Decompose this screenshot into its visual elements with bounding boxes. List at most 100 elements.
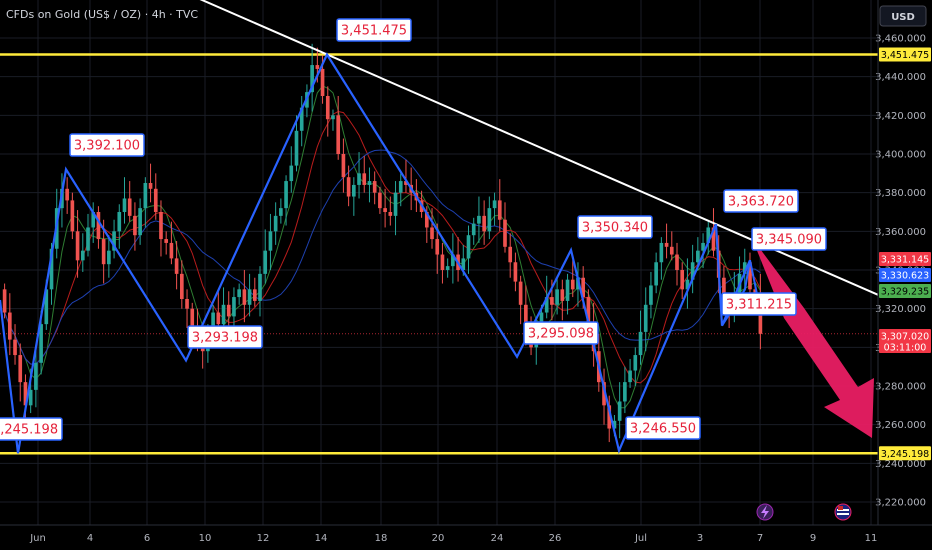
candle-body xyxy=(503,219,507,247)
price-tag-label: 3,451.475 xyxy=(881,50,929,61)
candle-body xyxy=(628,370,632,383)
price-tag-bg xyxy=(879,252,931,266)
candle-body xyxy=(482,215,486,232)
candle-body xyxy=(466,235,471,259)
callout-box xyxy=(187,325,263,349)
moving-average-line xyxy=(4,149,761,365)
candle-body xyxy=(180,273,184,299)
candle-body xyxy=(706,227,711,243)
candle-body xyxy=(294,130,299,166)
candle-body xyxy=(748,262,752,290)
candle-body xyxy=(164,239,169,243)
callout-label: 3,246.550 xyxy=(630,422,696,437)
price-callout: 3,363.720 xyxy=(723,189,799,213)
candle-body xyxy=(675,254,679,270)
zigzag-line[interactable] xyxy=(0,52,752,455)
y-tick-label: 3,440.000 xyxy=(875,72,926,83)
y-tick-label: 3,460.000 xyxy=(875,34,926,45)
time-axis[interactable]: Jun 4 6 10 12 14 18 20 24 26 Jul 3 7 9 11 xyxy=(0,524,932,544)
x-tick-label: 20 xyxy=(432,533,445,544)
candle-body xyxy=(471,223,476,236)
candle-body xyxy=(477,215,481,224)
candle-body xyxy=(524,304,528,332)
callout-box xyxy=(0,417,63,441)
callout-label: 3,350.340 xyxy=(582,221,648,236)
projection-arrow[interactable] xyxy=(752,238,874,438)
candle-body xyxy=(49,248,54,290)
candle-body xyxy=(680,270,685,290)
callout-label: 3,451.475 xyxy=(341,24,407,39)
candle-body xyxy=(133,215,137,236)
candle-body xyxy=(430,227,434,240)
candle-body xyxy=(602,382,606,406)
price-tag: 3,329.235 xyxy=(879,284,931,298)
currency-button[interactable]: USD xyxy=(879,5,927,27)
candle-body xyxy=(497,200,502,220)
callout-label: 3,363.720 xyxy=(728,195,794,210)
candle-body xyxy=(581,277,585,298)
candle-body xyxy=(461,258,466,270)
candle-body xyxy=(226,304,231,317)
candle-body xyxy=(28,389,33,406)
candle-body xyxy=(310,65,314,93)
candle-body xyxy=(388,212,393,216)
x-tick-label: 4 xyxy=(87,533,93,544)
moving-averages xyxy=(4,85,761,409)
bearish-arrow[interactable] xyxy=(752,238,874,438)
candle-body xyxy=(284,181,288,209)
candle-body xyxy=(148,183,153,189)
price-tag-bg xyxy=(879,329,931,353)
candle-body xyxy=(513,262,518,282)
candle-body xyxy=(18,355,23,383)
callout-box xyxy=(625,416,701,440)
candle-body xyxy=(315,65,320,69)
price-callout: 3,311.215 xyxy=(721,292,797,316)
callout-label: 3,245.198 xyxy=(0,423,58,438)
x-tick-label: 24 xyxy=(491,533,504,544)
lightning-icon[interactable] xyxy=(756,503,774,521)
price-callout: 3,392.100 xyxy=(69,133,145,157)
candle-body xyxy=(65,188,69,201)
price-tag: 3,331.145 xyxy=(879,252,931,266)
candle-body xyxy=(23,382,28,406)
y-tick-label: 3,280.000 xyxy=(875,382,926,393)
candle-body xyxy=(643,304,648,332)
candle-body xyxy=(232,297,236,317)
x-tick-label: Jun xyxy=(29,533,46,544)
candle-body xyxy=(190,308,195,328)
candle-body xyxy=(273,215,278,232)
candle-body xyxy=(86,227,90,251)
candle-body xyxy=(112,231,116,251)
y-tick-label: 3,380.000 xyxy=(875,188,926,199)
callout-label: 3,345.090 xyxy=(756,233,822,248)
y-tick-label: 3,260.000 xyxy=(875,420,926,431)
candle-body xyxy=(237,289,241,298)
candle-body xyxy=(127,198,132,216)
candle-body xyxy=(279,208,283,216)
candle-body xyxy=(169,242,174,259)
candle-body xyxy=(440,254,445,270)
y-tick-label: 3,420.000 xyxy=(875,111,926,122)
candle-body xyxy=(153,188,158,212)
currency-button-bg[interactable] xyxy=(879,5,927,27)
price-callout: 3,345.090 xyxy=(751,227,827,251)
candle-body xyxy=(544,297,549,313)
candle-body xyxy=(362,173,367,185)
price-tags: 3,451.475 3,331.145 3,330.623 3,329.235 3,30… xyxy=(879,47,931,461)
candle-body xyxy=(638,331,643,356)
price-tag-bg xyxy=(879,284,931,298)
candle-body xyxy=(487,208,492,232)
candle-body xyxy=(122,198,127,212)
candle-body xyxy=(586,297,591,325)
candle-body xyxy=(75,231,80,261)
candle-body xyxy=(325,96,330,120)
candle-body xyxy=(654,262,658,286)
x-tick-label: Jul xyxy=(634,533,647,544)
price-tag-bg xyxy=(879,446,931,461)
candle-body xyxy=(607,405,612,429)
candle-body xyxy=(685,279,690,290)
us-flag-icon[interactable] xyxy=(834,503,852,521)
candle-body xyxy=(13,339,17,356)
